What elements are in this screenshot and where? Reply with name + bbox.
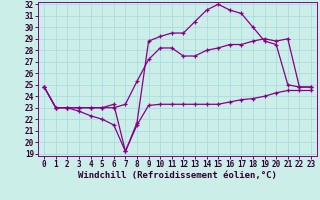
X-axis label: Windchill (Refroidissement éolien,°C): Windchill (Refroidissement éolien,°C) — [78, 171, 277, 180]
